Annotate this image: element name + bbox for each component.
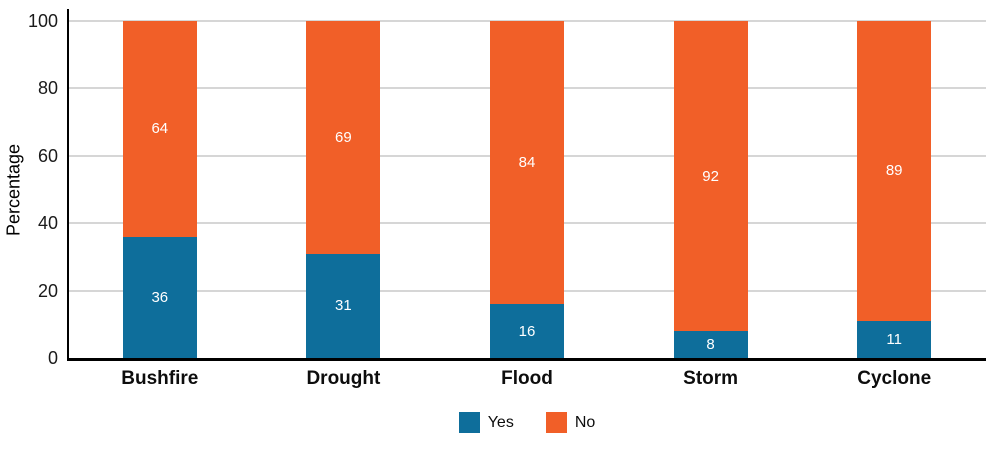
bar-value-label: 69 (335, 128, 352, 146)
y-tick-label: 0 (47, 348, 58, 368)
bar-value-label: 89 (885, 162, 903, 180)
bar-value-label: 16 (518, 322, 536, 340)
legend: Yes No (68, 412, 986, 433)
bar-group-flood: 16 84 (490, 21, 564, 358)
bar-value-label: 64 (151, 120, 169, 138)
bar-value-label: 92 (702, 167, 719, 185)
x-axis-line (68, 358, 986, 361)
bar-segment-yes: 36 (122, 236, 197, 358)
y-tick-label: 100 (27, 11, 58, 31)
legend-item-yes: Yes (458, 412, 514, 433)
legend-label: No (574, 413, 596, 431)
bar-segment-no: 64 (122, 21, 197, 237)
bar-segment-no: 84 (490, 21, 564, 305)
bar-segment-no: 89 (857, 21, 932, 321)
x-tick-label-storm: Storm (683, 368, 739, 389)
y-axis-line (67, 9, 69, 361)
legend-item-no: No (545, 412, 596, 433)
y-tick-label: 60 (37, 145, 58, 166)
x-tick-label-cyclone: Cyclone (857, 368, 932, 389)
y-tick-label: 40 (37, 213, 58, 234)
x-tick-label-flood: Flood (501, 368, 553, 389)
bar-segment-no: 92 (673, 21, 748, 332)
bar-segment-no: 69 (306, 21, 381, 254)
plot-area: 36 64 31 69 16 84 8 92 11 89 (68, 20, 986, 358)
y-tick-label: 80 (37, 78, 58, 99)
bar-segment-yes: 11 (857, 320, 932, 358)
bar-group-cyclone: 11 89 (857, 21, 932, 358)
x-tick-label-drought: Drought (306, 368, 381, 389)
legend-swatch-no (545, 412, 567, 433)
bar-value-label: 84 (518, 154, 536, 172)
bar-group-drought: 31 69 (306, 21, 381, 358)
bar-segment-yes: 8 (673, 331, 748, 358)
bar-segment-yes: 16 (490, 304, 564, 358)
bar-value-label: 36 (151, 288, 169, 306)
legend-label: Yes (487, 413, 514, 431)
x-tick-label-bushfire: Bushfire (121, 368, 199, 389)
bar-group-storm: 8 92 (673, 21, 748, 358)
bar-group-bushfire: 36 64 (122, 21, 197, 358)
bar-segment-yes: 31 (306, 253, 381, 358)
legend-swatch-yes (458, 412, 480, 433)
gridline (68, 20, 986, 22)
bar-value-label: 31 (335, 297, 352, 315)
bar-value-label: 8 (706, 336, 715, 354)
bar-value-label: 11 (886, 330, 902, 348)
y-tick-label: 20 (37, 280, 58, 301)
